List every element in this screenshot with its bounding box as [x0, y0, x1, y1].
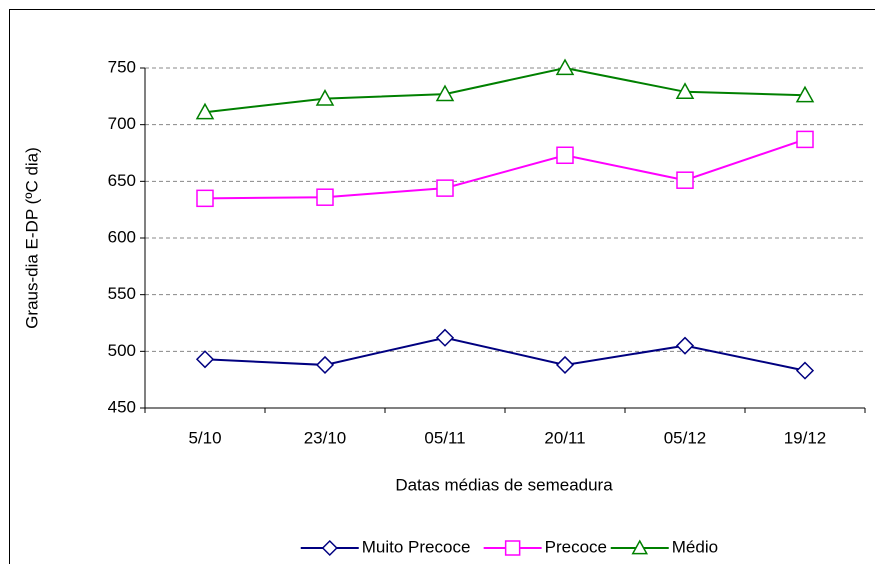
point: [435, 84, 455, 102]
x-tick-label: 23/10: [304, 428, 347, 447]
point: [316, 188, 334, 206]
y-tick-label: 450: [108, 397, 136, 416]
series-line: [204, 336, 806, 372]
y-tick-label: 600: [108, 227, 136, 246]
legend-marker: [321, 539, 338, 557]
point: [795, 85, 815, 103]
series-line: [204, 138, 806, 200]
x-tick-label: 19/12: [784, 428, 827, 447]
point: [196, 189, 214, 208]
point: [436, 179, 454, 197]
y-tick-label: 650: [108, 171, 136, 190]
y-tick-label: 500: [108, 341, 136, 360]
y-axis-title: Graus-dia E-DP (ºC dia): [22, 147, 41, 329]
y-tick-label: 550: [108, 284, 136, 303]
point: [435, 328, 455, 347]
point: [555, 355, 575, 374]
point: [195, 350, 215, 369]
point: [795, 361, 815, 380]
x-axis-title: Datas médias de semeadura: [395, 475, 613, 494]
x-tick-label: 05/11: [424, 428, 465, 447]
point: [676, 171, 694, 189]
legend-label: Médio: [672, 537, 718, 556]
legend-marker: [504, 540, 521, 556]
point: [555, 58, 575, 76]
legend-marker: [631, 539, 649, 555]
x-tick-label: 20/11: [544, 428, 585, 447]
point: [675, 82, 695, 99]
x-tick-label: 05/12: [664, 428, 707, 447]
x-tick-label: 5/10: [188, 428, 221, 447]
series-line: [204, 66, 806, 114]
chart-frame: [9, 9, 875, 564]
point: [315, 89, 335, 106]
point: [195, 102, 215, 120]
point: [556, 146, 574, 165]
point: [796, 130, 814, 149]
point: [675, 336, 695, 355]
y-tick-label: 750: [108, 57, 136, 76]
legend-label: Muito Precoce: [362, 537, 471, 556]
legend-label: Precoce: [545, 537, 607, 556]
point: [315, 355, 335, 374]
y-tick-label: 700: [108, 114, 136, 133]
